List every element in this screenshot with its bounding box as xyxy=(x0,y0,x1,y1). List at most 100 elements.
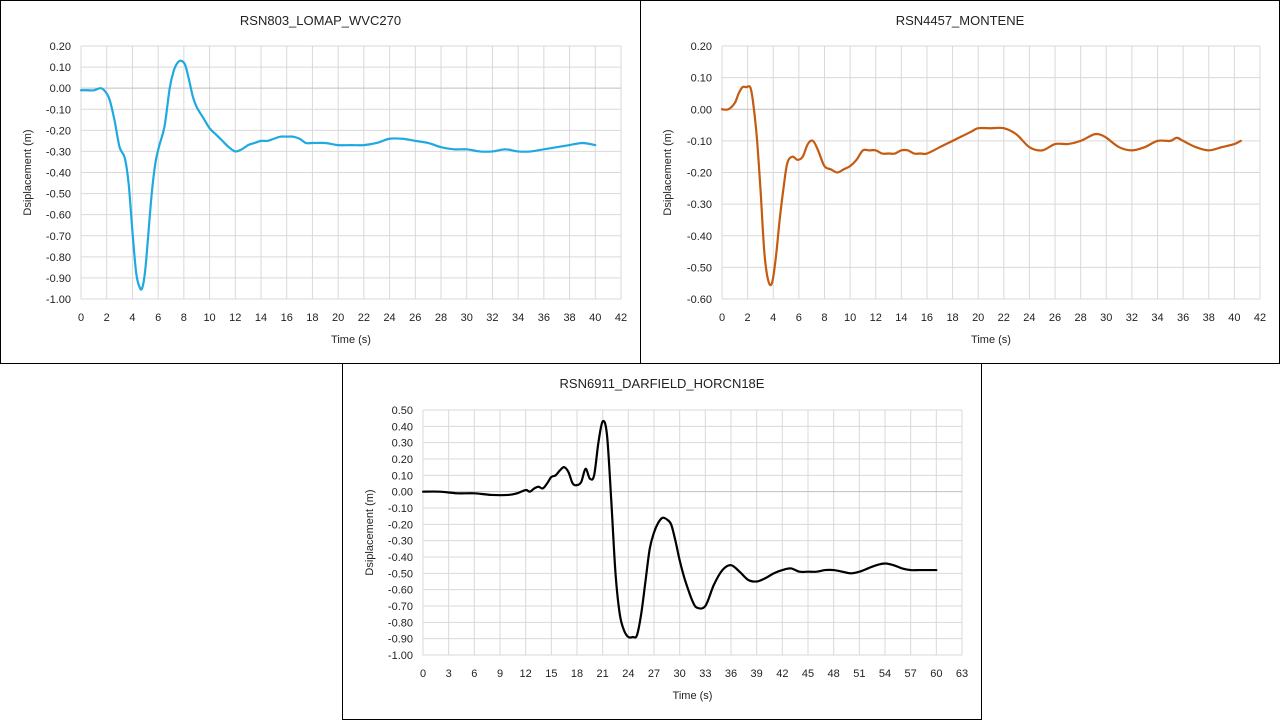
chart-plot-darfield: 0.50 0.40 0.30 0.20 0.10 0.00 -0.10 -0.20 -0.30 -… xyxy=(364,405,968,702)
x-tick-label: 18 xyxy=(571,668,583,680)
y-tick-label: -0.80 xyxy=(46,252,71,264)
x-tick-label: 15 xyxy=(545,668,557,680)
chart-panel-lomap: RSN803_LOMAP_WVC270 0.20 0.10 0.00 -0.10 -0.… xyxy=(0,0,641,364)
y-tick-label: 0.20 xyxy=(50,41,71,53)
x-tick-label: 14 xyxy=(895,312,907,324)
y-tick-label: -0.30 xyxy=(388,536,413,548)
x-tick-label: 22 xyxy=(358,312,370,324)
x-tick-label: 40 xyxy=(589,312,601,324)
x-tick-label: 24 xyxy=(1023,312,1035,324)
x-tick-label: 42 xyxy=(1254,312,1266,324)
x-tick-label: 24 xyxy=(383,312,395,324)
y-tick-label: -0.20 xyxy=(46,125,71,137)
x-tick-label: 10 xyxy=(203,312,215,324)
x-tick-label: 8 xyxy=(821,312,827,324)
x-tick-label: 18 xyxy=(306,312,318,324)
x-tick-label: 0 xyxy=(719,312,725,324)
y-axis-label: Dsiplacement (m) xyxy=(662,129,674,215)
x-tick-label: 3 xyxy=(446,668,452,680)
y-tick-label: 0.00 xyxy=(691,104,712,116)
x-tick-label: 8 xyxy=(181,312,187,324)
x-tick-label: 20 xyxy=(332,312,344,324)
x-tick-label: 0 xyxy=(78,312,84,324)
y-tick-label: -0.60 xyxy=(687,294,712,306)
x-tick-label: 2 xyxy=(745,312,751,324)
y-tick-label: 0.10 xyxy=(50,62,71,74)
y-tick-label: -0.10 xyxy=(46,104,71,116)
y-tick-label: 0.20 xyxy=(691,41,712,53)
y-tick-label: 0.00 xyxy=(392,487,413,499)
x-tick-label: 34 xyxy=(512,312,524,324)
x-tick-label: 32 xyxy=(1126,312,1138,324)
y-tick-label: -0.50 xyxy=(687,262,712,274)
x-tick-label: 16 xyxy=(281,312,293,324)
x-tick-label: 32 xyxy=(486,312,498,324)
x-tick-label: 60 xyxy=(930,668,942,680)
y-tick-label: 0.50 xyxy=(392,405,413,417)
x-tick-label: 63 xyxy=(956,668,968,680)
x-tick-label: 4 xyxy=(129,312,135,324)
displacement-series-line xyxy=(421,419,938,639)
x-tick-label: 36 xyxy=(725,668,737,680)
chart-title: RSN803_LOMAP_WVC270 xyxy=(239,13,402,28)
x-tick-label: 30 xyxy=(674,668,686,680)
x-tick-label: 36 xyxy=(538,312,550,324)
y-tick-label: 0.20 xyxy=(392,454,413,466)
x-tick-label: 38 xyxy=(563,312,575,324)
y-tick-label: -1.00 xyxy=(388,650,413,662)
y-tick-label: -0.10 xyxy=(388,503,413,515)
y-tick-label: 0.00 xyxy=(50,83,71,95)
y-tick-label: -0.50 xyxy=(388,568,413,580)
chart-title: RSN6911_DARFIELD_HORCN18E xyxy=(559,376,765,391)
x-tick-label: 48 xyxy=(828,668,840,680)
x-tick-label: 26 xyxy=(409,312,421,324)
displacement-series-line xyxy=(720,85,1242,287)
x-tick-label: 21 xyxy=(597,668,609,680)
x-axis-label: Time (s) xyxy=(331,334,371,346)
chart-panel-montene: RSN4457_MONTENE 0.20 0.10 0.00 -0.10 -0.20 -0… xyxy=(640,0,1280,364)
x-tick-label: 28 xyxy=(435,312,447,324)
x-tick-label: 12 xyxy=(870,312,882,324)
chart-panel-darfield: RSN6911_DARFIELD_HORCN18E 0.50 0.40 0.30 0.… xyxy=(342,363,982,720)
x-tick-label: 22 xyxy=(998,312,1010,324)
x-tick-label: 51 xyxy=(853,668,865,680)
x-tick-label: 6 xyxy=(796,312,802,324)
y-tick-label: -0.50 xyxy=(46,189,71,201)
displacement-series-line xyxy=(79,59,597,291)
x-tick-label: 2 xyxy=(104,312,110,324)
y-axis-label: Dsiplacement (m) xyxy=(22,129,34,215)
x-tick-label: 42 xyxy=(615,312,627,324)
x-tick-label: 20 xyxy=(972,312,984,324)
x-tick-label: 54 xyxy=(879,668,891,680)
x-tick-label: 9 xyxy=(497,668,503,680)
y-tick-label: -0.40 xyxy=(46,168,71,180)
x-tick-label: 24 xyxy=(622,668,634,680)
y-axis-label: Dsiplacement (m) xyxy=(364,489,376,575)
y-tick-label: -0.30 xyxy=(687,199,712,211)
x-tick-label: 0 xyxy=(420,668,426,680)
x-tick-label: 30 xyxy=(461,312,473,324)
chart-title: RSN4457_MONTENE xyxy=(895,13,1025,28)
x-tick-label: 6 xyxy=(471,668,477,680)
y-tick-label: -0.20 xyxy=(687,168,712,180)
y-tick-label: -0.80 xyxy=(388,617,413,629)
chart-plot-montene: 0.20 0.10 0.00 -0.10 -0.20 -0.30 -0.40 -0.50 -0.… xyxy=(662,41,1266,346)
x-tick-label: 4 xyxy=(770,312,776,324)
x-tick-label: 30 xyxy=(1100,312,1112,324)
y-tick-label: -0.60 xyxy=(388,585,413,597)
y-tick-label: -1.00 xyxy=(46,294,71,306)
y-tick-label: -0.70 xyxy=(388,601,413,613)
chart-plot-lomap: 0.20 0.10 0.00 -0.10 -0.20 -0.30 -0.40 -0.50 -0.… xyxy=(22,41,627,346)
x-tick-label: 57 xyxy=(905,668,917,680)
x-tick-label: 36 xyxy=(1177,312,1189,324)
y-tick-label: -0.90 xyxy=(388,634,413,646)
y-tick-label: -0.90 xyxy=(46,273,71,285)
x-tick-label: 40 xyxy=(1228,312,1240,324)
x-tick-label: 10 xyxy=(844,312,856,324)
y-tick-label: 0.10 xyxy=(392,470,413,482)
y-tick-label: -0.10 xyxy=(687,136,712,148)
y-tick-label: 0.10 xyxy=(691,73,712,85)
y-tick-label: -0.60 xyxy=(46,210,71,222)
x-tick-label: 39 xyxy=(751,668,763,680)
x-tick-label: 6 xyxy=(155,312,161,324)
